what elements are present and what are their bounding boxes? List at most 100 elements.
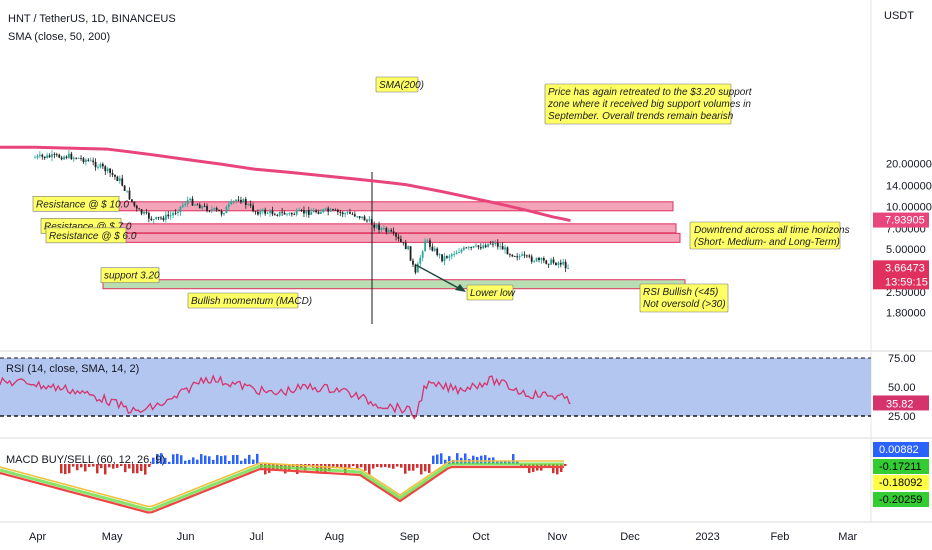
price-badge: 13:59:15 — [873, 274, 929, 290]
price-candle — [346, 209, 349, 215]
price-candle — [402, 241, 405, 246]
macd-hist-bar — [420, 464, 423, 475]
price-candle — [334, 208, 337, 211]
macd-signal-line — [0, 462, 564, 511]
price-candle — [479, 243, 482, 250]
macd-hist-bar — [324, 464, 327, 473]
price-candle — [424, 238, 427, 252]
price-candle — [315, 208, 317, 214]
macd-hist-bar — [352, 464, 355, 467]
price-candle — [448, 253, 451, 261]
price-candle — [293, 212, 296, 216]
price-candle — [121, 174, 124, 187]
price-layer — [34, 149, 569, 275]
macd-hist-bar — [464, 453, 467, 464]
price-candle — [455, 250, 458, 255]
price-candle — [458, 248, 460, 254]
time-tick-label: Oct — [472, 531, 489, 543]
price-candle — [191, 196, 194, 207]
price-candle — [385, 226, 388, 235]
macd-hist-bar — [104, 464, 107, 475]
macd-hist-bar — [388, 464, 391, 468]
rsi-pane: RSI (14, close, SMA, 14, 2) — [0, 357, 871, 420]
price-candle — [482, 242, 485, 249]
price-candle — [446, 255, 448, 260]
price-candle — [259, 208, 262, 217]
annotation-downtrend: Downtrend across all time horizons (Shor… — [689, 221, 850, 250]
price-candle — [242, 198, 245, 203]
price-candle — [530, 254, 533, 264]
macd-hist-bar — [108, 464, 111, 468]
macd-hist-bar — [400, 464, 403, 468]
price-candle — [43, 156, 46, 161]
macd-hist-bar — [180, 455, 183, 464]
price-candle — [477, 245, 480, 250]
price-candle — [523, 251, 526, 259]
price-candle — [38, 151, 41, 159]
price-candle — [194, 203, 196, 207]
price-candle — [135, 204, 138, 212]
price-candle — [378, 221, 380, 234]
price-candle — [395, 232, 397, 241]
price-candle — [487, 243, 490, 248]
price-candle — [518, 253, 521, 261]
macd-hist-bar — [332, 464, 335, 467]
price-candle — [220, 209, 223, 217]
price-candle — [363, 215, 366, 221]
price-candle — [213, 207, 216, 212]
price-candle — [492, 240, 494, 248]
macd-hist-bar — [96, 464, 99, 474]
price-candle — [152, 218, 155, 224]
macd-hist-bar — [184, 460, 187, 464]
price-candle — [60, 155, 63, 161]
price-candle — [436, 247, 439, 257]
macd-hist-bar — [480, 455, 483, 464]
price-candle — [453, 250, 456, 258]
macd-hist-bar — [304, 464, 307, 471]
macd-hist-bar — [236, 455, 239, 464]
price-candle — [278, 211, 281, 217]
macd-hist-bar — [72, 464, 75, 467]
price-candle — [438, 253, 441, 259]
price-candle — [329, 207, 332, 212]
price-badge-label: 13:59:15 — [885, 276, 928, 288]
price-badge-label: 7.93905 — [885, 215, 925, 227]
macd-hist-bar — [224, 455, 227, 464]
price-candle — [51, 150, 53, 162]
price-candle — [210, 205, 213, 214]
price-candle — [550, 257, 552, 266]
price-candle — [177, 209, 179, 217]
price-candle — [460, 248, 463, 254]
price-candle — [126, 190, 128, 194]
macd-hist-bar — [548, 464, 551, 468]
macd-hist-bar — [88, 464, 91, 467]
macd-hist-bar — [380, 464, 383, 468]
annotation-sma200-text: SMA(200) — [379, 80, 424, 91]
price-candle — [303, 206, 305, 217]
price-candle — [416, 261, 419, 273]
price-candle — [547, 263, 550, 268]
time-tick-label: Mar — [838, 531, 857, 543]
macd-hist-bar — [128, 464, 131, 469]
annotation-note: Price has again retreated to the $3.20 s… — [544, 83, 753, 125]
price-candle — [521, 251, 523, 257]
macd-hist-bar — [428, 464, 431, 473]
macd-badge-label: -0.18092 — [879, 477, 922, 489]
price-candle — [186, 196, 189, 207]
macd-hist-bar — [100, 464, 103, 469]
rsi-band — [0, 358, 871, 416]
sma-indicator-label: SMA (close, 50, 200) — [8, 31, 110, 43]
price-candle — [339, 209, 342, 217]
price-candle — [351, 212, 354, 216]
macd-hist-bar — [144, 464, 147, 475]
price-candle — [310, 208, 313, 215]
price-candle — [77, 157, 80, 159]
price-candle — [366, 218, 368, 223]
price-candle — [412, 258, 414, 268]
price-candle — [111, 169, 114, 178]
price-candle — [501, 242, 504, 250]
price-candle — [169, 211, 172, 220]
price-candle — [155, 216, 158, 220]
annotation-note-line3: September. Overall trends remain bearish — [548, 111, 734, 122]
macd-hist-bar — [452, 459, 455, 464]
